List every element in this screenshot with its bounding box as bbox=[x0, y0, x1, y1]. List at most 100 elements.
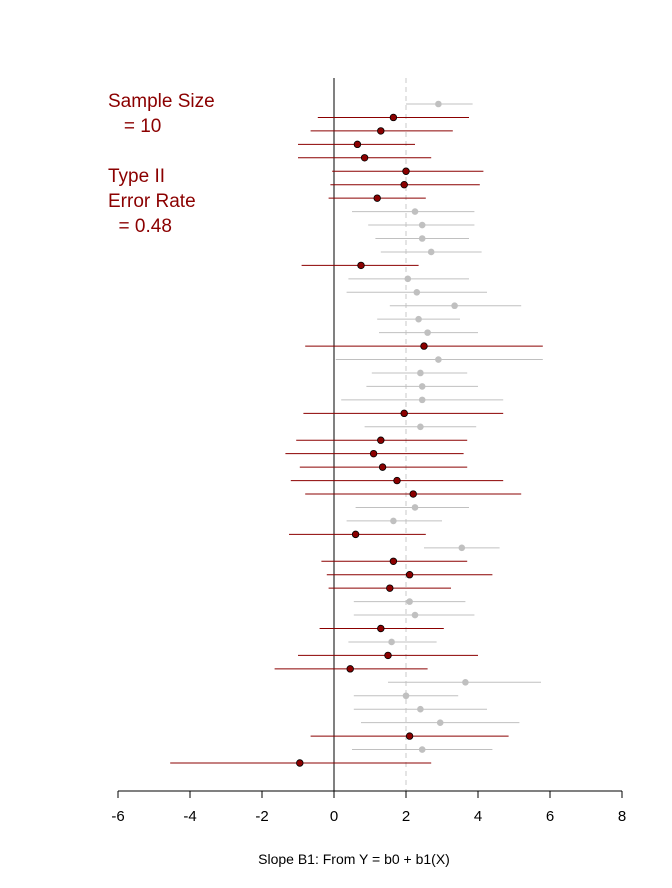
x-tick-label: -6 bbox=[111, 808, 124, 825]
x-tick-label: 0 bbox=[330, 808, 338, 825]
interval-row bbox=[335, 356, 543, 363]
estimate-point bbox=[360, 154, 369, 162]
interval-row bbox=[332, 167, 484, 175]
interval-row bbox=[364, 423, 477, 431]
estimate-point bbox=[400, 180, 408, 189]
x-axis-label: Slope B1: From Y = b0 + b1(X) bbox=[258, 851, 450, 867]
interval-row bbox=[330, 180, 480, 189]
estimate-point bbox=[417, 369, 424, 377]
interval-row bbox=[388, 679, 541, 686]
estimate-point bbox=[388, 638, 395, 646]
x-tick-label: 8 bbox=[618, 808, 626, 825]
estimate-point bbox=[402, 167, 410, 175]
interval-row bbox=[352, 208, 475, 215]
estimate-point bbox=[377, 624, 385, 633]
estimate-point bbox=[400, 409, 408, 418]
estimate-point bbox=[417, 423, 424, 431]
estimate-point bbox=[351, 530, 360, 539]
estimate-point bbox=[353, 140, 362, 149]
estimate-point bbox=[377, 436, 385, 444]
interval-row bbox=[346, 288, 487, 296]
estimate-point bbox=[413, 288, 421, 296]
x-tick-label: 2 bbox=[402, 808, 410, 825]
estimate-point bbox=[418, 383, 426, 390]
interval-row bbox=[319, 624, 444, 633]
interval-row bbox=[298, 651, 478, 660]
interval-row bbox=[353, 705, 487, 713]
annotation-line: Sample Size bbox=[108, 91, 215, 112]
interval-row bbox=[424, 544, 500, 552]
interval-series bbox=[170, 100, 543, 767]
x-tick-label: 6 bbox=[546, 808, 554, 825]
estimate-point bbox=[462, 679, 469, 686]
interval-row bbox=[328, 584, 451, 592]
estimate-point bbox=[404, 275, 412, 283]
interval-row bbox=[406, 100, 473, 108]
estimate-point bbox=[389, 557, 398, 565]
interval-row bbox=[285, 449, 464, 458]
estimate-point bbox=[427, 248, 435, 256]
x-tick-label: -4 bbox=[183, 808, 196, 825]
interval-row bbox=[310, 127, 453, 135]
interval-row bbox=[377, 315, 460, 323]
estimate-point bbox=[418, 396, 426, 404]
estimate-point bbox=[451, 302, 458, 310]
x-axis: -6 -4 -2 0 2 4 6 8 bbox=[111, 790, 626, 825]
estimate-point bbox=[405, 571, 414, 579]
estimate-point bbox=[373, 194, 381, 202]
interval-row bbox=[321, 557, 468, 565]
estimate-point bbox=[418, 235, 426, 242]
estimate-point bbox=[389, 113, 398, 122]
interval-row bbox=[389, 302, 522, 310]
interval-row bbox=[310, 732, 509, 740]
interval-row bbox=[317, 113, 469, 122]
estimate-point bbox=[411, 611, 419, 619]
interval-row bbox=[290, 476, 504, 485]
estimate-point bbox=[420, 342, 428, 350]
interval-row bbox=[298, 154, 432, 162]
x-tick-label: 4 bbox=[474, 808, 482, 825]
estimate-point bbox=[435, 100, 442, 108]
estimate-point bbox=[458, 544, 466, 552]
annotation-text: Sample Size = 10 Type II Error Rate = 0.48 bbox=[108, 91, 215, 237]
estimate-point bbox=[377, 127, 385, 135]
estimate-point bbox=[402, 692, 410, 700]
estimate-point bbox=[378, 463, 387, 471]
estimate-point bbox=[296, 759, 304, 767]
interval-row bbox=[299, 463, 468, 471]
estimate-point bbox=[411, 504, 419, 511]
estimate-point bbox=[418, 746, 426, 753]
interval-row bbox=[348, 638, 437, 646]
estimate-point bbox=[409, 490, 417, 498]
interval-row bbox=[341, 396, 504, 404]
estimate-point bbox=[346, 665, 354, 673]
estimate-point bbox=[405, 732, 414, 740]
interval-row bbox=[361, 719, 520, 726]
estimate-point bbox=[393, 476, 401, 485]
interval-row bbox=[368, 221, 475, 229]
estimate-point bbox=[369, 449, 378, 458]
interval-row bbox=[326, 571, 493, 579]
interval-row bbox=[301, 261, 419, 270]
interval-row bbox=[353, 611, 475, 619]
interval-row bbox=[353, 692, 459, 700]
interval-row bbox=[289, 530, 426, 539]
estimate-point bbox=[436, 719, 444, 726]
estimate-point bbox=[384, 651, 392, 660]
interval-row bbox=[375, 235, 469, 242]
annotation-line: = 0.48 bbox=[108, 216, 172, 237]
interval-row bbox=[371, 369, 468, 377]
interval-row bbox=[274, 665, 428, 673]
reference-lines bbox=[333, 78, 407, 791]
estimate-point bbox=[406, 598, 413, 605]
estimate-point bbox=[390, 517, 397, 525]
estimate-point bbox=[411, 208, 419, 215]
interval-row bbox=[346, 517, 442, 525]
interval-row bbox=[305, 342, 543, 350]
interval-row bbox=[379, 329, 478, 336]
estimate-point bbox=[418, 221, 426, 229]
interval-row bbox=[355, 504, 469, 511]
interval-row bbox=[296, 436, 468, 444]
interval-row bbox=[170, 759, 432, 767]
